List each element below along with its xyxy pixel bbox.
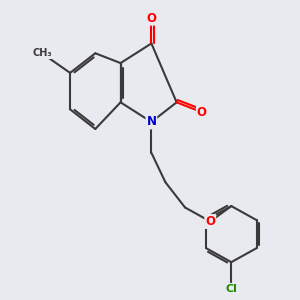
Text: N: N (146, 116, 156, 128)
Text: Cl: Cl (225, 284, 237, 294)
Text: O: O (146, 12, 156, 25)
Text: O: O (197, 106, 207, 118)
Text: CH₃: CH₃ (32, 48, 52, 58)
Text: O: O (205, 215, 215, 228)
